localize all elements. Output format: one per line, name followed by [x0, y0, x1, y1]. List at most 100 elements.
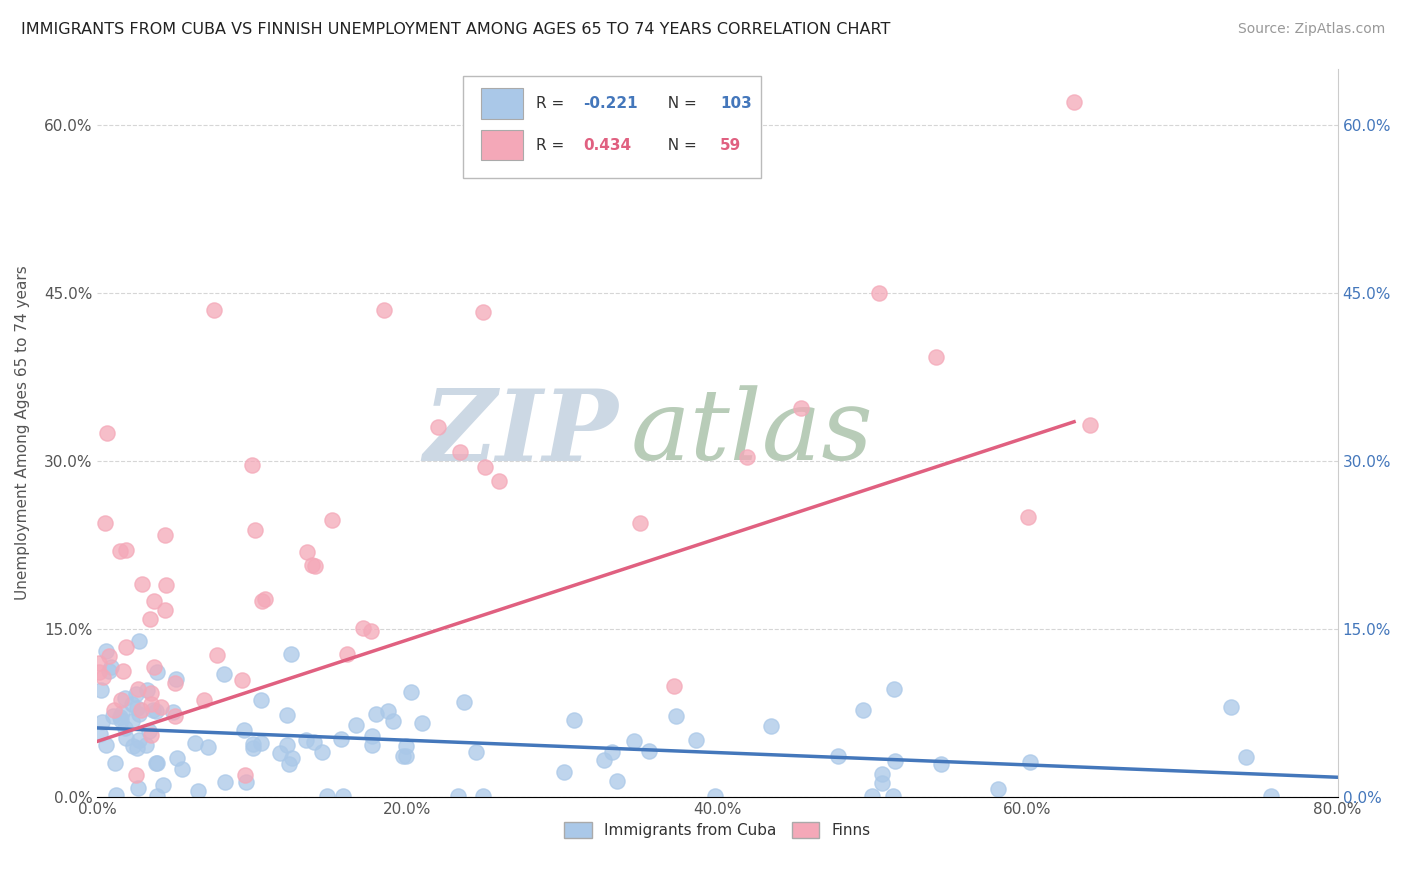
Point — [278, 757, 301, 772]
Point — [474, 459, 496, 474]
Point — [124, 768, 146, 782]
Point — [212, 667, 235, 681]
Point — [146, 756, 169, 770]
Point — [301, 558, 323, 572]
Point — [145, 704, 167, 718]
Point — [606, 774, 628, 789]
Point — [987, 781, 1010, 796]
Point — [242, 741, 264, 756]
Text: -0.221: -0.221 — [583, 96, 638, 111]
Point — [124, 687, 146, 701]
Point — [128, 707, 150, 722]
Point — [352, 621, 374, 635]
Point — [233, 768, 256, 782]
Point — [138, 724, 160, 739]
Point — [883, 682, 905, 697]
Point — [427, 420, 450, 434]
Point — [138, 612, 160, 626]
Point — [737, 450, 759, 464]
Point — [392, 749, 415, 764]
Point — [280, 647, 302, 661]
Point — [110, 713, 132, 727]
Point — [360, 624, 382, 639]
Point — [127, 741, 149, 756]
Point — [471, 789, 494, 804]
Point — [104, 788, 127, 802]
Point — [332, 789, 354, 804]
Point — [91, 670, 114, 684]
Point — [600, 745, 623, 759]
Point — [249, 736, 271, 750]
Point — [131, 576, 153, 591]
Point — [315, 789, 337, 804]
Text: IMMIGRANTS FROM CUBA VS FINNISH UNEMPLOYMENT AMONG AGES 65 TO 74 YEARS CORRELATI: IMMIGRANTS FROM CUBA VS FINNISH UNEMPLOY… — [21, 22, 890, 37]
Point — [232, 723, 254, 738]
Point — [166, 750, 188, 764]
Point — [453, 695, 475, 709]
Point — [89, 727, 111, 741]
Point — [330, 731, 353, 746]
Point — [592, 754, 614, 768]
FancyBboxPatch shape — [463, 76, 761, 178]
Point — [90, 683, 112, 698]
Point — [269, 746, 291, 760]
Point — [361, 738, 384, 752]
Text: R =: R = — [536, 96, 569, 111]
Point — [96, 425, 118, 440]
Point — [703, 789, 725, 804]
Text: Source: ZipAtlas.com: Source: ZipAtlas.com — [1237, 22, 1385, 37]
Point — [127, 681, 149, 696]
Point — [127, 780, 149, 795]
Point — [249, 692, 271, 706]
Point — [1019, 755, 1042, 769]
Point — [153, 527, 176, 541]
Point — [122, 739, 145, 753]
Point — [193, 693, 215, 707]
Point — [304, 559, 326, 574]
Point — [108, 710, 131, 724]
Point — [108, 543, 131, 558]
Point — [155, 577, 177, 591]
Point — [276, 708, 298, 723]
Point — [276, 738, 298, 752]
Point — [103, 756, 125, 771]
Point — [295, 545, 318, 559]
FancyBboxPatch shape — [481, 129, 523, 161]
Point — [115, 543, 138, 558]
Point — [665, 709, 688, 723]
Point — [253, 591, 276, 606]
Point — [96, 738, 118, 752]
Point — [399, 684, 422, 698]
Text: atlas: atlas — [631, 385, 873, 481]
Point — [302, 735, 325, 749]
Point — [321, 513, 343, 527]
Text: 103: 103 — [720, 96, 752, 111]
Point — [100, 660, 122, 674]
Point — [1078, 417, 1101, 432]
Text: R =: R = — [536, 137, 569, 153]
Point — [366, 707, 388, 722]
Point — [97, 649, 120, 664]
Point — [121, 714, 143, 728]
Point — [344, 718, 367, 732]
Point — [128, 634, 150, 648]
Point — [155, 603, 177, 617]
Point — [240, 458, 263, 472]
Point — [1017, 510, 1039, 524]
Point — [165, 709, 187, 723]
Point — [103, 703, 125, 717]
Point — [145, 665, 167, 680]
Point — [101, 709, 124, 723]
Point — [163, 676, 186, 690]
Point — [252, 594, 274, 608]
Point — [165, 672, 187, 686]
Point — [87, 665, 110, 680]
Point — [145, 756, 167, 770]
Point — [187, 784, 209, 798]
Point — [488, 474, 510, 488]
Point — [638, 744, 661, 758]
Text: 0.434: 0.434 — [583, 137, 631, 153]
Point — [110, 692, 132, 706]
Point — [852, 703, 875, 717]
Point — [685, 733, 707, 747]
